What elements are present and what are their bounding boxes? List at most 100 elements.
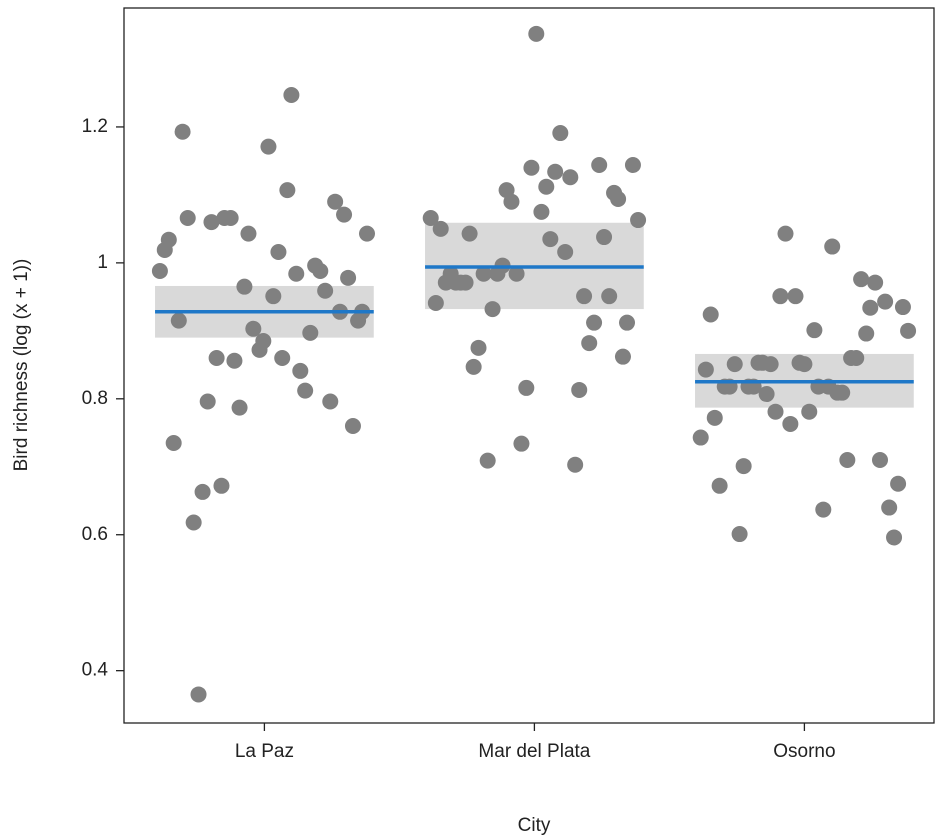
point xyxy=(203,214,220,231)
point xyxy=(711,477,728,494)
point xyxy=(581,335,598,352)
point xyxy=(336,206,353,223)
point xyxy=(576,288,593,305)
point xyxy=(479,452,496,469)
point xyxy=(340,269,357,286)
point xyxy=(302,324,319,341)
point xyxy=(174,123,191,140)
point xyxy=(283,86,300,103)
point xyxy=(533,203,550,220)
plot-frame xyxy=(123,7,935,724)
point xyxy=(782,415,799,432)
y-tick-label: 0.8 xyxy=(82,388,108,409)
point xyxy=(508,265,525,282)
point xyxy=(862,299,879,316)
point xyxy=(185,514,202,531)
point xyxy=(735,458,752,475)
point xyxy=(538,178,555,195)
point xyxy=(702,306,719,323)
point xyxy=(758,386,775,403)
point xyxy=(518,379,535,396)
point xyxy=(274,350,291,367)
point xyxy=(586,314,603,331)
point xyxy=(179,210,196,227)
point xyxy=(890,475,907,492)
point xyxy=(523,159,540,176)
x-tick-label: Osorno xyxy=(773,741,835,762)
point xyxy=(260,138,277,155)
point xyxy=(557,243,574,260)
point xyxy=(245,320,262,337)
point xyxy=(170,312,187,329)
point xyxy=(731,526,748,543)
point xyxy=(624,157,641,174)
point xyxy=(470,339,487,356)
point xyxy=(190,686,207,703)
y-tick-label: 0.4 xyxy=(82,660,109,681)
point xyxy=(208,350,225,367)
point xyxy=(787,288,804,305)
y-axis-label: Bird richness (log (x + 1)) xyxy=(11,259,32,472)
point xyxy=(867,274,884,291)
point xyxy=(824,238,841,255)
point xyxy=(858,325,875,342)
point xyxy=(547,163,564,180)
point xyxy=(279,182,296,199)
point xyxy=(772,288,789,305)
x-tick-label: Mar del Plata xyxy=(478,741,590,762)
point xyxy=(894,299,911,316)
point xyxy=(231,399,248,416)
point xyxy=(503,193,520,210)
point xyxy=(270,243,287,260)
point xyxy=(697,361,714,378)
point xyxy=(767,403,784,420)
point xyxy=(619,314,636,331)
point xyxy=(630,212,647,229)
point xyxy=(872,451,888,468)
point xyxy=(317,282,334,299)
point xyxy=(236,278,253,295)
point xyxy=(877,293,894,310)
point xyxy=(601,288,618,305)
point xyxy=(255,333,272,350)
point xyxy=(886,529,903,546)
point xyxy=(777,225,794,242)
point xyxy=(297,382,314,399)
point xyxy=(513,435,530,452)
point xyxy=(567,456,584,473)
point xyxy=(461,225,478,242)
x-axis-label: City xyxy=(518,815,551,836)
point xyxy=(422,210,439,227)
point xyxy=(160,231,177,248)
point xyxy=(552,125,569,142)
point xyxy=(796,356,813,373)
point xyxy=(706,409,723,426)
point xyxy=(194,483,211,500)
point xyxy=(226,352,243,369)
point xyxy=(165,434,182,451)
point xyxy=(839,451,856,468)
point xyxy=(292,362,309,379)
point xyxy=(900,322,917,339)
point xyxy=(614,348,631,365)
point xyxy=(762,356,779,373)
point xyxy=(610,190,627,207)
point xyxy=(806,322,823,339)
point xyxy=(288,265,305,282)
point xyxy=(853,271,870,288)
point xyxy=(815,501,832,518)
point xyxy=(427,294,444,311)
point xyxy=(801,403,818,420)
point xyxy=(726,356,743,373)
point xyxy=(359,225,375,242)
point xyxy=(881,499,898,516)
y-tick-label: 1.2 xyxy=(82,116,108,137)
point xyxy=(240,225,257,242)
point xyxy=(834,384,851,401)
point xyxy=(344,417,361,434)
point xyxy=(322,393,339,410)
point xyxy=(591,157,608,174)
point xyxy=(571,381,588,398)
point xyxy=(528,25,545,42)
point xyxy=(596,229,613,246)
